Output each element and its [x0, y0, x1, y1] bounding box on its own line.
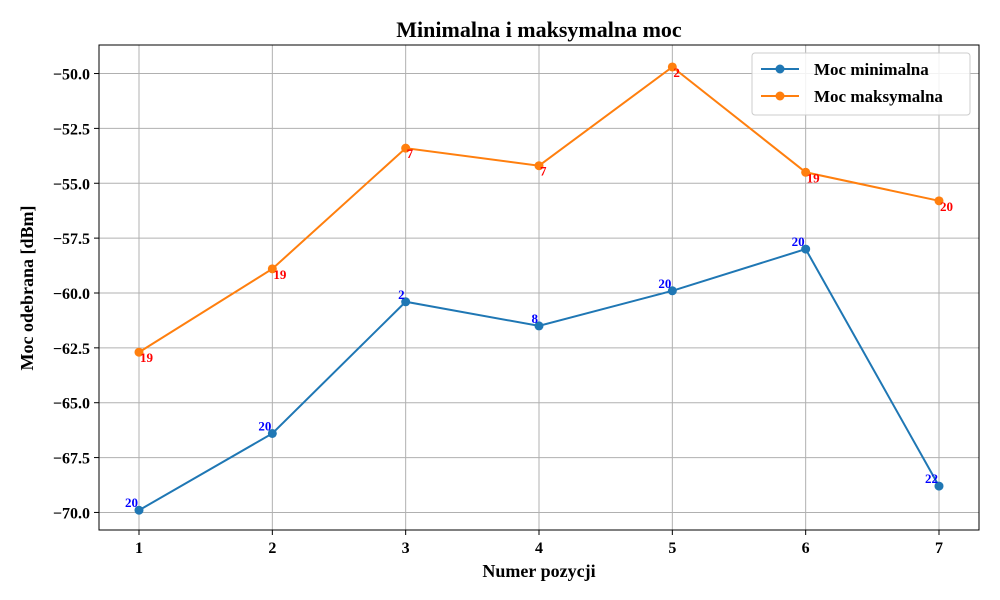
point-label: 20 [940, 199, 953, 214]
data-point [801, 244, 811, 254]
y-tick-label: −60.0 [53, 286, 90, 303]
data-point [134, 505, 144, 515]
axis-ticks: 1 2 3 4 5 6 7 −70.0 −67.5 −65.0 −62.5 −60.0 −57.5 −55… [53, 67, 943, 557]
x-tick-label: 6 [802, 540, 810, 557]
data-point [267, 428, 277, 438]
point-label: 7 [540, 164, 547, 179]
x-tick-label: 5 [668, 540, 676, 557]
x-tick-label: 1 [135, 540, 143, 557]
x-tick-label: 2 [268, 540, 276, 557]
y-tick-label: −57.5 [53, 231, 90, 248]
y-tick-label: −65.0 [53, 396, 90, 413]
data-point [934, 481, 944, 491]
data-point [401, 297, 411, 307]
point-label: 22 [925, 471, 938, 486]
point-label: 8 [532, 311, 539, 326]
y-tick-label: −62.5 [53, 341, 90, 358]
point-label: 20 [658, 276, 671, 291]
y-tick-label: −50.0 [53, 67, 90, 84]
point-label: 19 [807, 170, 821, 185]
data-point [134, 347, 144, 357]
data-point [534, 161, 544, 171]
point-label: 20 [792, 234, 805, 249]
point-label: 7 [407, 146, 414, 161]
point-label: 19 [140, 350, 154, 365]
data-point [667, 62, 677, 72]
data-point [667, 286, 677, 296]
data-point [401, 143, 411, 153]
legend-marker [775, 91, 785, 101]
legend-marker [775, 64, 785, 74]
legend-entry: Moc maksymalna [814, 87, 943, 106]
y-tick-label: −70.0 [53, 505, 90, 522]
legend: Moc minimalna Moc maksymalna [751, 52, 971, 116]
y-tick-label: −52.5 [53, 121, 90, 138]
y-tick-label: −67.5 [53, 451, 90, 468]
x-tick-label: 7 [935, 540, 943, 557]
y-axis-label: Moc odebrana [dBm] [17, 206, 37, 371]
legend-entry: Moc minimalna [814, 60, 929, 79]
legend-box [751, 52, 971, 116]
point-label: 20 [258, 418, 271, 433]
x-tick-label: 4 [535, 540, 543, 557]
point-label: 2 [398, 287, 405, 302]
point-label: 20 [125, 495, 138, 510]
series-layer [134, 62, 944, 515]
point-label: 2 [673, 65, 680, 80]
data-labels-layer: 20 20 2 8 20 20 22 19 19 7 7 2 19 20 [125, 65, 953, 510]
data-point [801, 167, 811, 177]
data-point [267, 264, 277, 274]
point-label: 19 [273, 267, 287, 282]
data-point [534, 321, 544, 331]
y-tick-label: −55.0 [53, 176, 90, 193]
grid-lines [99, 45, 979, 530]
x-axis-label: Numer pozycji [482, 561, 595, 581]
x-tick-label: 3 [402, 540, 410, 557]
data-point [934, 196, 944, 206]
chart-title: Minimalna i maksymalna moc [396, 17, 682, 42]
